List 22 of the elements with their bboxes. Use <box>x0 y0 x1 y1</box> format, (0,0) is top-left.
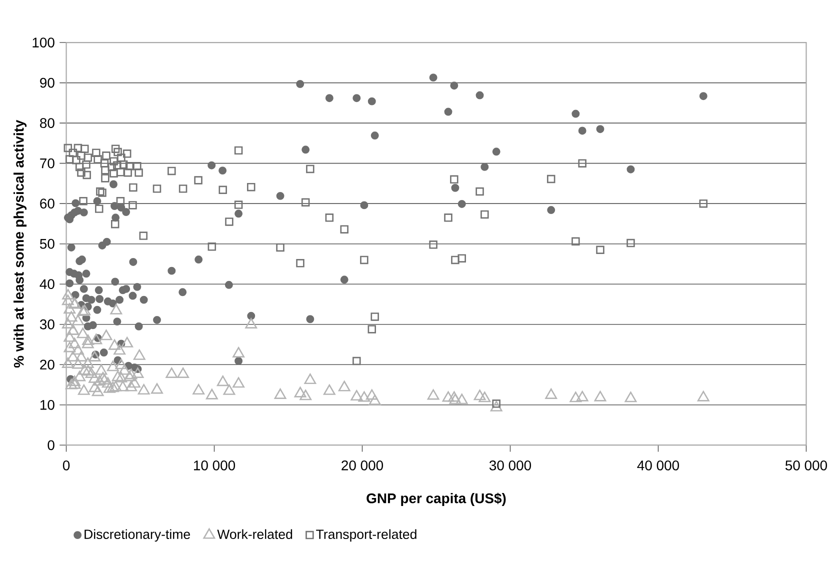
x-tick-label: 30 000 <box>489 460 532 470</box>
y-axis-title: % with at least some physical activity <box>14 120 27 368</box>
y-tick-label: 40 <box>40 279 54 290</box>
y-tick-label: 10 <box>40 400 54 410</box>
x-tick-label: 50 000 <box>785 460 828 470</box>
y-tick-label: 60 <box>40 198 54 209</box>
x-tick-label: 20 000 <box>342 460 384 470</box>
y-tick-label: 100 <box>32 38 54 48</box>
x-axis-title: GNP per capita (US$) <box>366 492 506 506</box>
y-tick-label: 0 <box>48 440 54 450</box>
legend-label: Discretionary-time <box>84 529 190 542</box>
x-tick-label: 0 <box>62 460 70 470</box>
x-tick-label: 10 000 <box>194 460 236 470</box>
legend-label: Transport-related <box>316 529 416 542</box>
y-tick-label: 70 <box>40 158 54 168</box>
x-tick-label: 40 000 <box>637 460 680 470</box>
y-tick-label: 90 <box>40 78 54 88</box>
legend-label: Work-related <box>217 529 292 539</box>
y-tick-label: 20 <box>40 360 54 370</box>
y-tick-label: 50 <box>40 238 54 249</box>
y-tick-label: 30 <box>40 319 54 330</box>
y-tick-label: 80 <box>40 118 54 128</box>
